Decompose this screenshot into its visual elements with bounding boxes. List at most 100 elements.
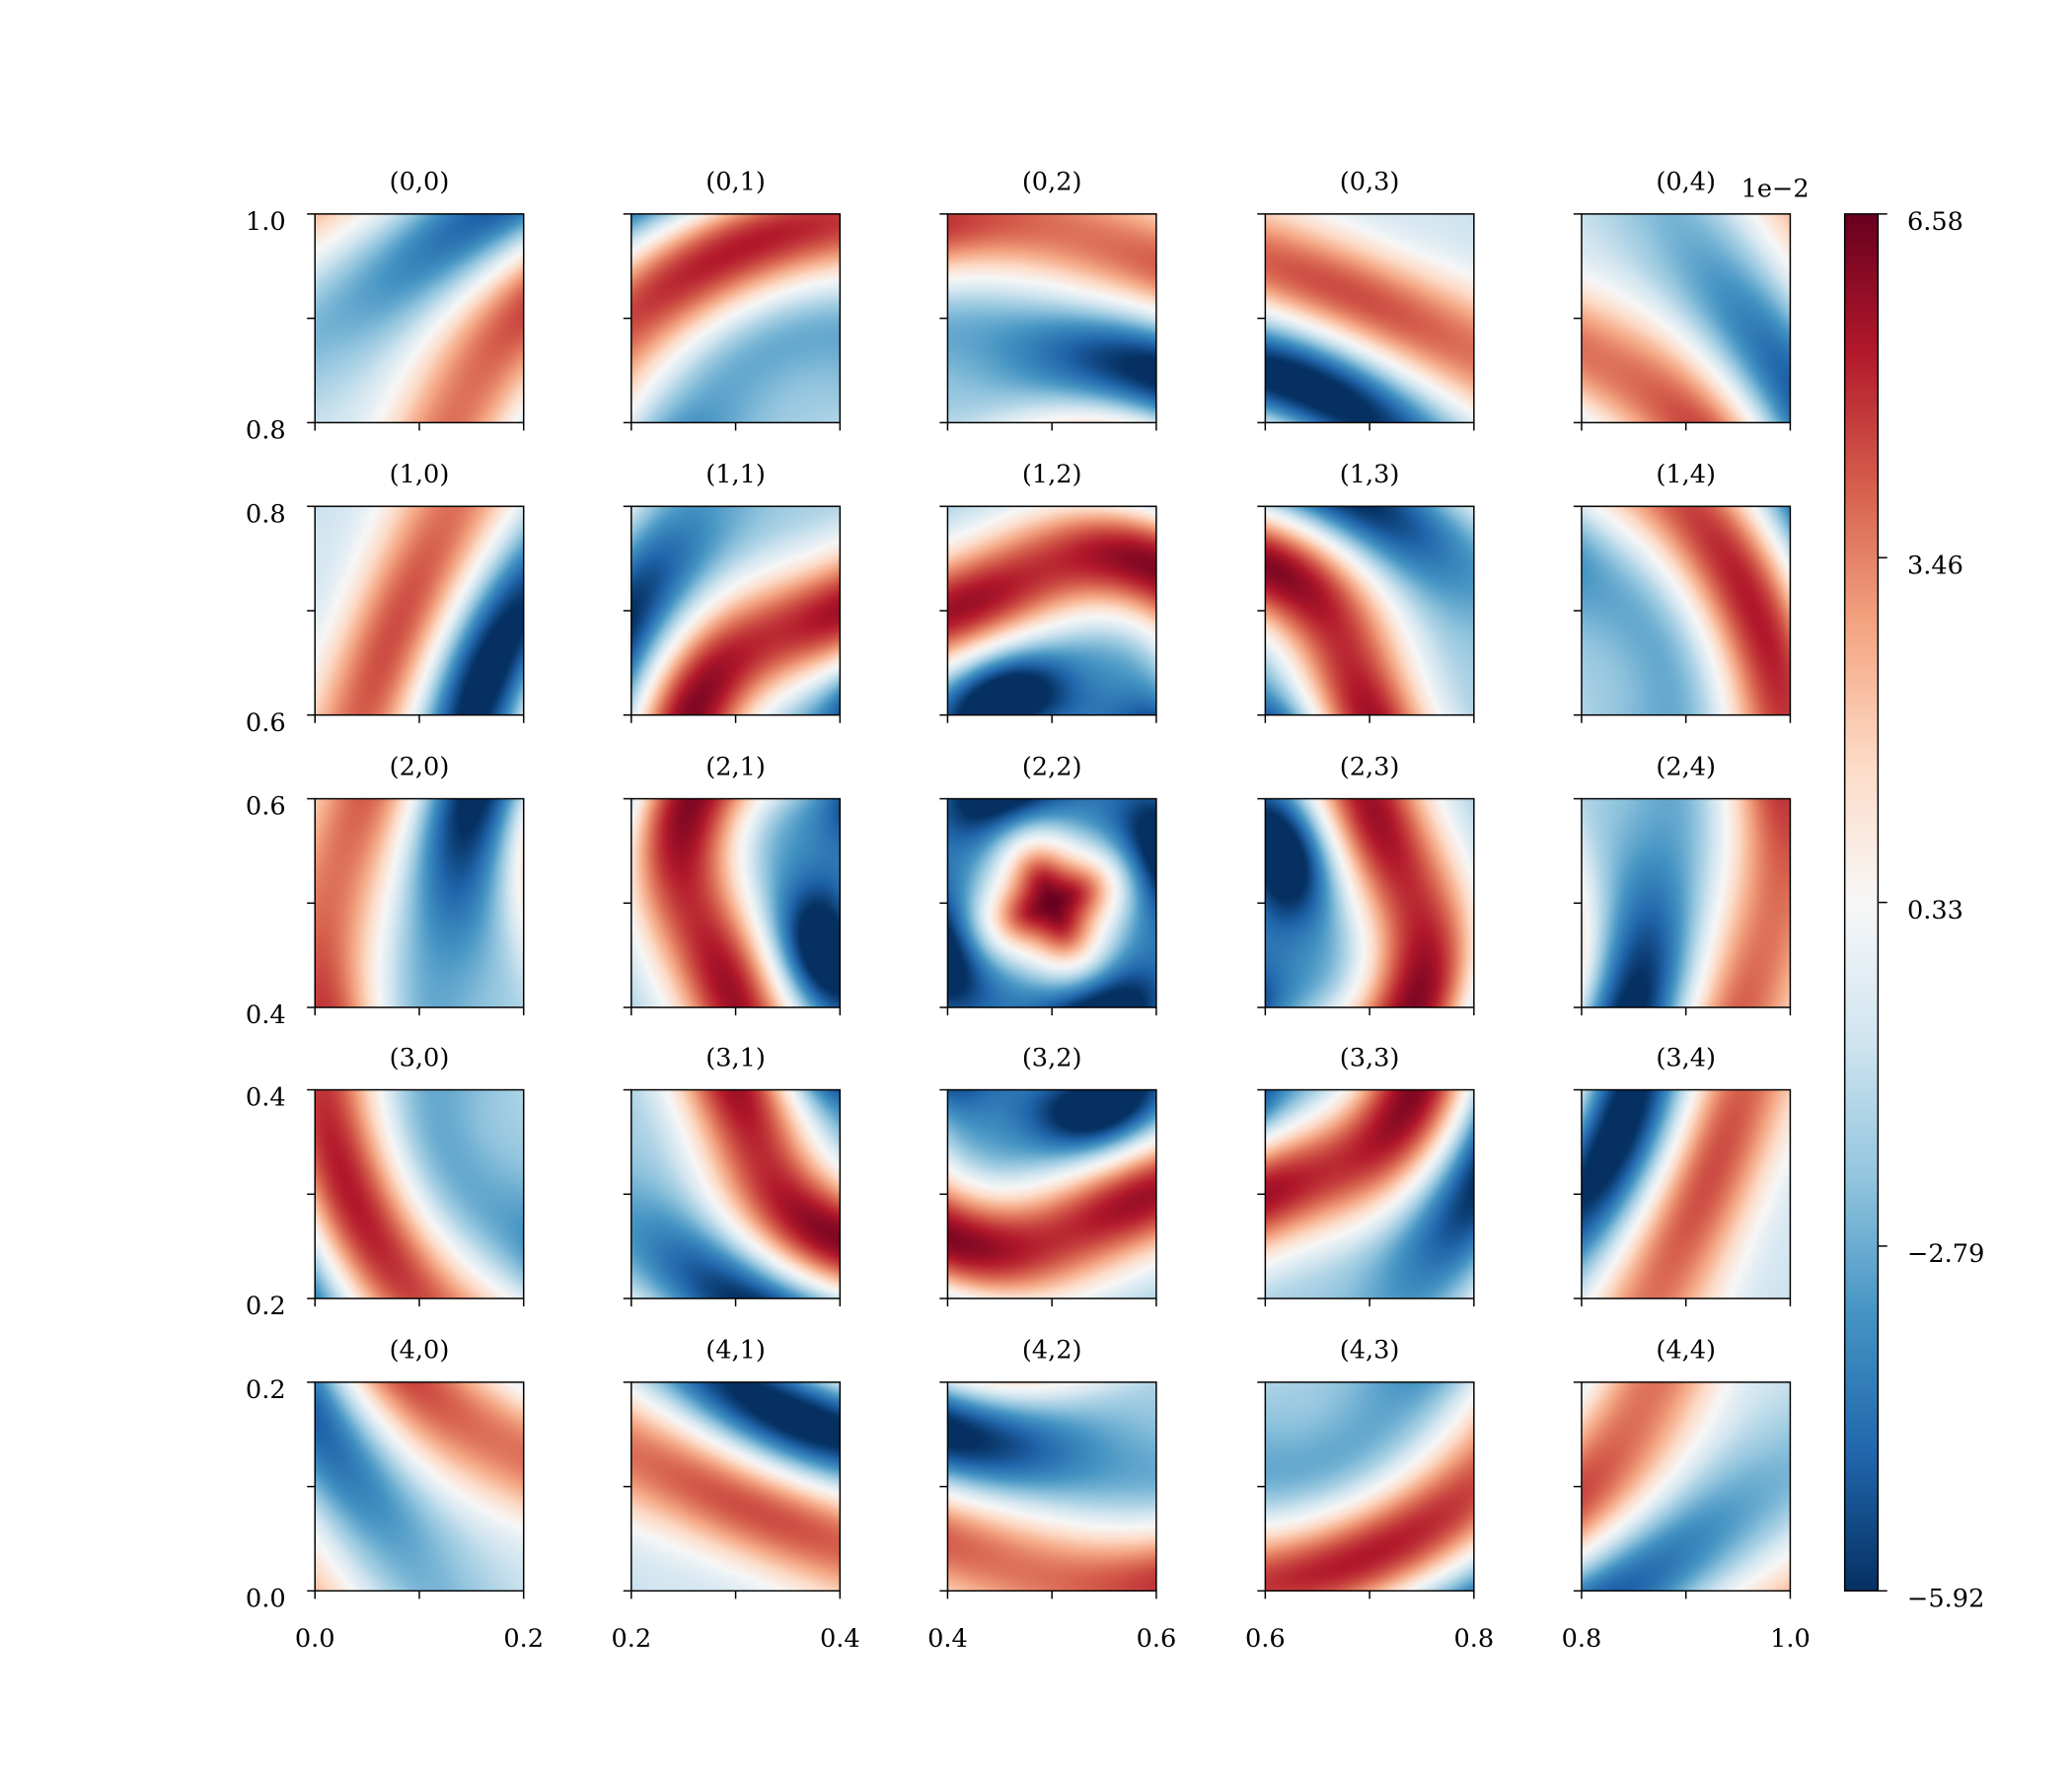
subplot-4-2: (4,2) 0.4 0.6 xyxy=(927,1336,1177,1654)
subplot-title: (2,2) xyxy=(1022,752,1082,781)
x-tick-label: 1.0 xyxy=(1770,1624,1811,1654)
subplot-0-1: (0,1) xyxy=(623,168,842,431)
heatmap-image xyxy=(315,1089,524,1299)
colorbar: 6.58 3.46 0.33 −2.79 −5.92 1e−2 xyxy=(1741,174,1985,1613)
subplot-title: (0,1) xyxy=(705,168,766,197)
subplot-title: (1,4) xyxy=(1656,460,1716,489)
subplot-0-2: (0,2) xyxy=(939,168,1157,431)
heatmap-image xyxy=(947,798,1156,1008)
subplot-title: (3,2) xyxy=(1022,1043,1082,1073)
subplot-0-4: (0,4) xyxy=(1573,168,1792,431)
subplot-title: (1,1) xyxy=(705,460,766,489)
colorbar-offset-label: 1e−2 xyxy=(1741,174,1810,203)
heatmap-image xyxy=(1581,1089,1791,1299)
colorbar-tick-label: −5.92 xyxy=(1907,1585,1984,1614)
subplot-title: (3,3) xyxy=(1340,1043,1400,1073)
heatmap-image xyxy=(315,506,524,715)
subplot-1-0: (1,0) 0.8 0.6 xyxy=(246,460,525,738)
x-tick-label: 0.0 xyxy=(295,1624,335,1654)
heatmap-image xyxy=(315,213,524,423)
y-tick-label: 0.8 xyxy=(246,499,286,529)
subplot-1-2: (1,2) xyxy=(939,460,1157,723)
heatmap-image xyxy=(1265,506,1474,715)
y-tick-label: 0.8 xyxy=(246,416,286,446)
colorbar-gradient xyxy=(1844,213,1879,1591)
heatmap-image xyxy=(630,1381,841,1591)
subplot-0-0: (0,0) 1.0 0.8 xyxy=(246,168,525,446)
x-tick-label: 0.8 xyxy=(1453,1624,1494,1654)
subplot-title: (2,3) xyxy=(1340,752,1400,781)
subplot-3-4: (3,4) xyxy=(1573,1043,1792,1307)
heatmap-image xyxy=(1581,213,1791,423)
heatmap-image xyxy=(630,1089,841,1299)
x-tick-label: 0.4 xyxy=(927,1624,968,1654)
subplot-2-4: (2,4) xyxy=(1573,752,1792,1016)
subplot-title: (2,4) xyxy=(1656,752,1716,781)
heatmap-image xyxy=(1265,798,1474,1008)
heatmap-image xyxy=(1265,1381,1474,1591)
heatmap-image xyxy=(947,213,1156,423)
y-tick-label: 1.0 xyxy=(246,207,286,237)
subplot-0-3: (0,3) xyxy=(1257,168,1475,431)
y-tick-label: 0.4 xyxy=(246,1000,286,1030)
subplot-2-1: (2,1) xyxy=(623,752,842,1016)
subplot-title: (0,0) xyxy=(390,168,450,197)
colorbar-tick-label: 3.46 xyxy=(1907,551,1963,580)
x-tick-label: 0.6 xyxy=(1137,1624,1177,1654)
subplot-title: (4,1) xyxy=(705,1336,766,1366)
subplot-title: (2,0) xyxy=(390,752,450,781)
subplot-title: (2,1) xyxy=(705,752,766,781)
subplot-grid: (0,0) 1.0 0.8 (0,1) (0,2) (0,3) (0,4) (1,0) 0.8 0… xyxy=(246,168,1811,1654)
heatmap-image xyxy=(1265,1089,1474,1299)
y-tick-label: 0.2 xyxy=(246,1292,286,1321)
x-tick-label: 0.2 xyxy=(611,1624,651,1654)
subplot-2-2: (2,2) xyxy=(939,752,1157,1016)
y-tick-label: 0.6 xyxy=(246,792,286,822)
subplot-3-2: (3,2) xyxy=(939,1043,1157,1307)
subplot-4-1: (4,1) 0.2 0.4 xyxy=(611,1336,860,1654)
x-tick-label: 0.2 xyxy=(503,1624,544,1654)
heatmap-image xyxy=(1581,506,1791,715)
heatmap-image xyxy=(630,798,841,1008)
subplot-3-3: (3,3) xyxy=(1257,1043,1475,1307)
subplot-title: (1,0) xyxy=(390,460,450,489)
y-tick-label: 0.2 xyxy=(246,1375,286,1405)
y-tick-label: 0.6 xyxy=(246,708,286,738)
heatmap-image xyxy=(315,1381,524,1591)
subplot-title: (1,2) xyxy=(1022,460,1082,489)
heatmap-image xyxy=(947,1381,1156,1591)
subplot-title: (0,3) xyxy=(1340,168,1400,197)
subplot-title: (3,1) xyxy=(705,1043,766,1073)
subplot-title: (3,4) xyxy=(1656,1043,1716,1073)
colorbar-tick-label: 0.33 xyxy=(1907,896,1963,925)
y-tick-label: 0.4 xyxy=(246,1083,286,1113)
heatmap-image xyxy=(315,798,524,1008)
heatmap-image xyxy=(630,213,841,423)
x-tick-label: 0.4 xyxy=(820,1624,860,1654)
x-tick-label: 0.8 xyxy=(1562,1624,1602,1654)
subplot-4-3: (4,3) 0.6 0.8 xyxy=(1245,1336,1494,1654)
heatmap-image xyxy=(630,506,841,715)
subplot-2-3: (2,3) xyxy=(1257,752,1475,1016)
colorbar-tick-label: 6.58 xyxy=(1907,207,1963,237)
x-tick-label: 0.6 xyxy=(1245,1624,1286,1654)
heatmap-image xyxy=(1581,798,1791,1008)
subplot-title: (4,2) xyxy=(1022,1336,1082,1366)
subplot-1-4: (1,4) xyxy=(1573,460,1792,723)
subplot-title: (0,4) xyxy=(1656,168,1716,197)
subplot-4-0: (4,0) 0.2 0.0 0.0 0.2 xyxy=(246,1336,544,1654)
subplot-title: (4,0) xyxy=(390,1336,450,1366)
heatmap-image xyxy=(947,1089,1156,1299)
y-tick-label: 0.0 xyxy=(246,1585,286,1614)
subplot-title: (4,3) xyxy=(1340,1336,1400,1366)
subplot-2-0: (2,0) 0.6 0.4 xyxy=(246,752,525,1030)
subplot-3-0: (3,0) 0.4 0.2 xyxy=(246,1043,525,1321)
heatmap-image xyxy=(1265,213,1474,423)
subplot-title: (4,4) xyxy=(1656,1336,1716,1366)
subplot-1-3: (1,3) xyxy=(1257,460,1475,723)
heatmap-image xyxy=(947,506,1156,715)
subplot-title: (0,2) xyxy=(1022,168,1082,197)
subplot-3-1: (3,1) xyxy=(623,1043,842,1307)
heatmap-image xyxy=(1581,1381,1791,1591)
subplot-4-4: (4,4) 0.8 1.0 xyxy=(1562,1336,1811,1654)
